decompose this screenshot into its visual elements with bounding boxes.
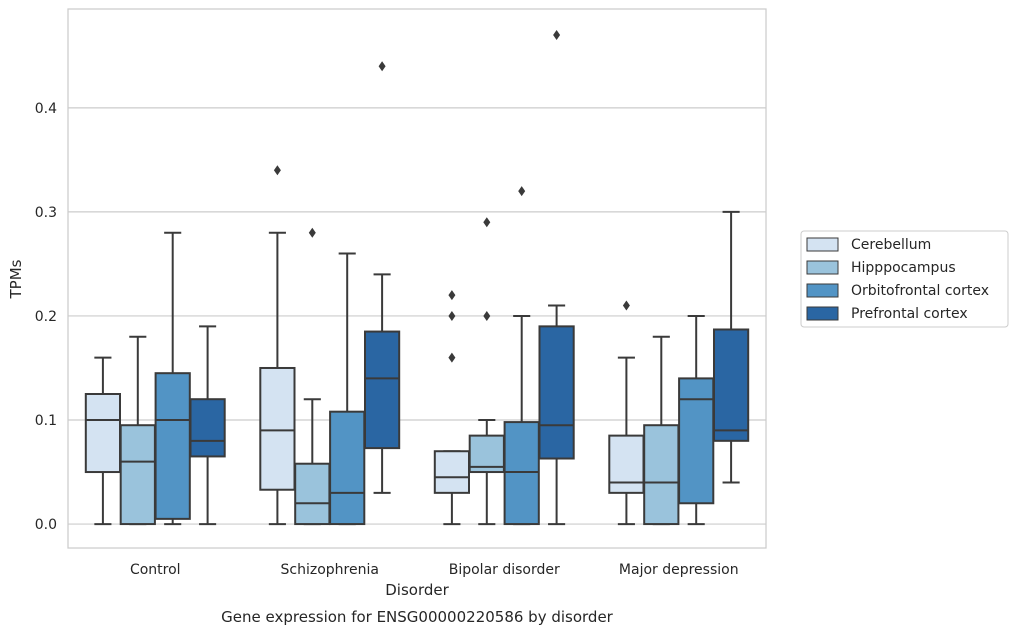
x-tick-label: Control	[130, 562, 181, 578]
legend-swatch	[806, 260, 839, 275]
legend-label: Prefrontal cortex	[851, 306, 968, 322]
legend-swatch	[806, 283, 839, 298]
legend-swatch	[806, 306, 839, 321]
outlier-point	[483, 310, 491, 321]
legend-swatch	[806, 237, 839, 252]
y-tick-label: 0.3	[35, 205, 57, 221]
box-body	[363, 330, 401, 450]
box-body	[189, 398, 226, 458]
box-body	[294, 462, 331, 526]
box-3-3	[712, 210, 750, 484]
box-0-3	[608, 300, 645, 526]
y-tick-label: 0.0	[35, 517, 57, 533]
plot-area	[67, 8, 767, 549]
box-3-2	[538, 30, 575, 526]
legend: Cerebellum Hipppocampus Orbitofrontal cort…	[800, 230, 1009, 328]
box-body	[643, 424, 680, 526]
x-axis-label: Disorder	[385, 581, 449, 599]
legend-frame	[800, 230, 1009, 328]
box-body	[538, 325, 575, 460]
outlier-point	[308, 227, 316, 238]
outlier-point	[448, 352, 456, 363]
outlier-point	[273, 165, 281, 176]
box-0-1	[259, 165, 296, 526]
outlier-point	[518, 186, 526, 197]
legend-label: Hipppocampus	[851, 260, 956, 276]
y-tick-label: 0.4	[35, 101, 57, 117]
box-1-1	[294, 227, 331, 526]
outlier-point	[448, 290, 456, 301]
x-tick-label: Bipolar disorder	[449, 562, 560, 578]
box-body	[84, 393, 122, 474]
box-body	[712, 328, 750, 442]
y-tick-label: 0.1	[35, 413, 57, 429]
box-3-0	[189, 325, 226, 526]
outlier-point	[378, 61, 386, 72]
legend-label: Orbitofrontal cortex	[851, 283, 989, 299]
box-body	[259, 366, 296, 491]
box-body	[503, 421, 540, 526]
chart-caption: Gene expression for ENSG00000220586 by d…	[221, 608, 614, 626]
outlier-point	[483, 217, 491, 228]
box-2-1	[329, 252, 366, 526]
y-axis-label: TPMs	[7, 259, 25, 299]
box-2-2	[503, 186, 540, 526]
x-tick-label: Major depression	[619, 562, 739, 578]
box-body	[678, 377, 715, 505]
box-1-2	[468, 217, 505, 526]
box-1-0	[119, 335, 156, 526]
outlier-point	[622, 300, 630, 311]
outlier-point	[553, 30, 561, 41]
box-2-3	[678, 314, 715, 526]
box-0-0	[84, 356, 122, 526]
box-3-1	[363, 61, 401, 494]
box-0-2	[433, 290, 471, 526]
x-tick-label: Schizophrenia	[281, 562, 379, 578]
box-body	[154, 372, 191, 520]
box-body	[119, 424, 156, 526]
box-body	[433, 450, 471, 494]
box-1-3	[643, 335, 680, 526]
y-tick-label: 0.2	[35, 309, 57, 325]
box-2-0	[154, 231, 191, 526]
x-axis-ticks: Control Schizophrenia Bipolar disorder Majo…	[130, 562, 739, 578]
outlier-point	[448, 310, 456, 321]
box-body	[329, 410, 366, 526]
legend-label: Cerebellum	[851, 237, 931, 253]
y-axis-ticks: 0.0 0.1 0.2 0.3 0.4	[35, 101, 57, 533]
boxes	[84, 30, 750, 526]
box-body	[608, 434, 645, 494]
